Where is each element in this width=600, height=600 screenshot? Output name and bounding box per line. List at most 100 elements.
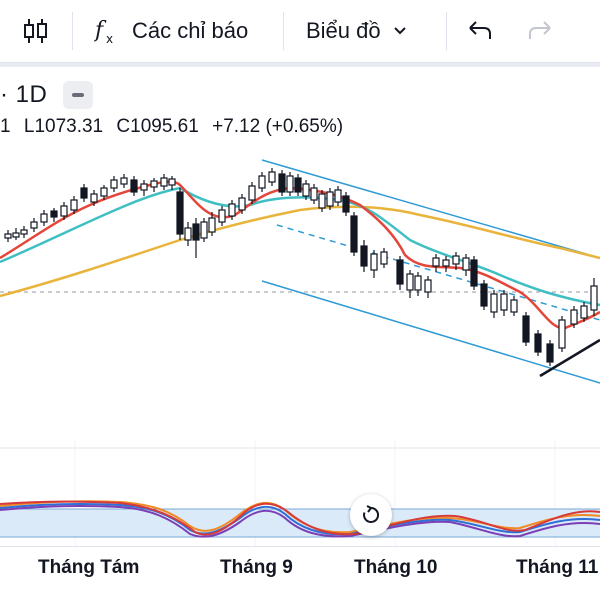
low-label: L	[23, 116, 35, 137]
candle	[470, 256, 478, 290]
chevron-down-icon	[393, 27, 406, 35]
candle	[590, 278, 598, 316]
candle	[100, 185, 108, 200]
symbol-interval: · 1D	[0, 81, 48, 108]
candle	[294, 174, 302, 196]
toolbar-divider	[446, 12, 447, 50]
candle	[546, 340, 554, 366]
close-value: 1095.61	[130, 116, 199, 137]
candle	[278, 170, 286, 196]
candle	[140, 180, 148, 196]
osc-line-blue	[0, 503, 600, 536]
candle	[4, 230, 12, 242]
candle	[558, 316, 566, 352]
chart-type-button[interactable]: Biểu đồ	[306, 0, 407, 62]
candle	[414, 272, 422, 296]
candle	[70, 196, 78, 214]
indicators-label: Các chỉ báo	[132, 18, 249, 43]
candle	[318, 190, 326, 212]
candle	[120, 174, 128, 188]
toolbar-separator-strip	[0, 63, 600, 67]
oscillator-pane[interactable]	[0, 490, 600, 546]
indicators-button[interactable]: f x Các chỉ báo	[94, 0, 248, 62]
symbol-legend[interactable]: · 1D	[0, 80, 94, 110]
candle	[200, 218, 208, 242]
top-toolbar: f x Các chỉ báo Biểu đồ	[0, 0, 600, 63]
low-value: 1073.31	[34, 116, 104, 137]
minus-icon	[72, 93, 85, 97]
candle	[192, 218, 200, 258]
close-label: C	[116, 116, 131, 137]
candle	[310, 184, 318, 204]
chart-type-label: Biểu đồ	[306, 18, 381, 43]
candle	[20, 226, 28, 238]
candle	[396, 256, 404, 290]
candle	[228, 200, 236, 220]
toolbar-divider	[72, 12, 73, 50]
candle	[208, 212, 216, 236]
collapse-legend-button[interactable]	[63, 81, 94, 109]
oscillator-band	[0, 509, 600, 537]
candles-icon	[24, 19, 47, 43]
undo-button[interactable]	[466, 0, 494, 62]
undo-icon	[469, 21, 491, 39]
candle	[218, 206, 226, 226]
candle	[302, 180, 310, 200]
candle	[462, 254, 470, 276]
candle	[40, 210, 48, 226]
candle	[360, 240, 368, 272]
x-axis-label: Tháng Tám	[38, 557, 140, 578]
reset-icon	[363, 505, 380, 523]
candle	[452, 252, 460, 270]
candle	[80, 184, 88, 202]
change-value: +7.12 (+0.65%)	[212, 116, 344, 137]
candle	[238, 194, 246, 214]
candle	[534, 330, 542, 356]
candle	[326, 188, 334, 210]
osc-line-red	[0, 500, 600, 536]
candle	[286, 172, 294, 196]
candle	[510, 296, 518, 316]
price-chart[interactable]	[0, 62, 600, 546]
candle	[334, 186, 342, 206]
toolbar-divider	[283, 12, 284, 50]
candle	[350, 212, 358, 256]
x-axis-label: Tháng 10	[354, 557, 438, 578]
reset-chart-button[interactable]	[350, 494, 392, 536]
chart-style-button[interactable]	[22, 0, 50, 62]
candle	[522, 312, 530, 346]
candle	[30, 218, 38, 232]
candle	[500, 290, 508, 316]
channel-lower-line	[261, 280, 600, 384]
candle	[248, 182, 256, 204]
candle	[490, 290, 498, 318]
candle	[258, 172, 266, 192]
candle	[130, 176, 138, 196]
candle	[580, 302, 588, 322]
candles	[4, 168, 598, 366]
channel-upper-line	[261, 159, 600, 259]
candle	[50, 208, 58, 222]
x-axis-label: Tháng 9	[220, 557, 293, 578]
candle	[442, 256, 450, 272]
candle	[110, 176, 118, 192]
candle	[150, 178, 158, 192]
time-axis-border	[0, 546, 600, 547]
ma-mid-line	[0, 186, 600, 307]
ohlc-legend: 1 L1073.31 C1095.61 +7.12 (+0.65%)	[0, 116, 343, 138]
candle	[168, 176, 176, 190]
redo-button[interactable]	[526, 0, 554, 62]
candle	[342, 192, 350, 216]
candle	[268, 168, 276, 186]
svg-text:x: x	[106, 32, 113, 46]
redo-icon	[529, 21, 551, 39]
candle	[432, 254, 440, 272]
candle	[380, 248, 388, 268]
ma-slow-line	[0, 205, 600, 298]
candle	[480, 280, 488, 310]
x-axis-label: Tháng 11	[516, 557, 599, 578]
channel-mid-line	[276, 224, 600, 321]
candle	[60, 202, 68, 220]
candle	[12, 228, 20, 240]
candle	[184, 222, 192, 246]
